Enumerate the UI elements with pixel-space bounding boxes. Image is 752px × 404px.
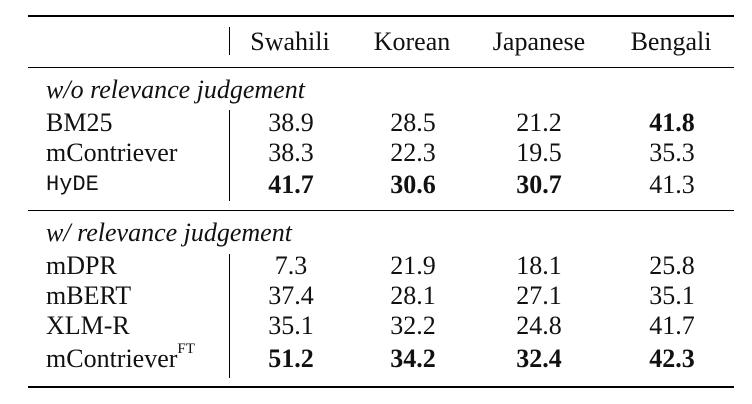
column-header-swahili: Swahili (250, 27, 330, 56)
value-mbert-korean: 28.1 (390, 281, 436, 310)
row-label-mcontriever: mContriever (46, 138, 178, 167)
value-mcontriever-swahili: 38.3 (268, 138, 314, 167)
value-bm25-japanese: 21.2 (516, 108, 562, 137)
row-label-mcontriever-ft: mContrieverFT (46, 341, 195, 374)
value-bm25-korean: 28.5 (390, 108, 436, 137)
value-mcontriever-korean: 22.3 (390, 138, 436, 167)
value-mdpr-japanese: 18.1 (516, 251, 562, 280)
value-mcontriever-japanese: 19.5 (516, 138, 562, 167)
row-label-mcontriever-ft-superscript: FT (177, 341, 195, 358)
value-hyde-japanese: 30.7 (516, 170, 562, 199)
header-rule (28, 67, 734, 68)
value-bm25-bengali: 41.8 (649, 108, 695, 137)
value-mcontriever-ft-swahili: 51.2 (268, 344, 314, 373)
row-label-mcontriever-ft-base: mContriever (46, 344, 178, 373)
row-label-bm25: BM25 (46, 108, 113, 137)
row-label-hyde: HyDE (46, 172, 99, 197)
value-hyde-korean: 30.6 (390, 170, 436, 199)
bottom-rule (28, 386, 734, 388)
value-mbert-bengali: 35.1 (649, 281, 695, 310)
section2-vertical-rule (229, 254, 230, 378)
value-xlm-r-japanese: 24.8 (516, 311, 562, 340)
value-xlm-r-bengali: 41.7 (649, 311, 695, 340)
section-title-without-relevance: w/o relevance judgement (46, 75, 305, 104)
value-hyde-bengali: 41.3 (649, 170, 695, 199)
header-vertical-rule (229, 27, 230, 55)
value-xlm-r-korean: 32.2 (390, 311, 436, 340)
value-mcontriever-bengali: 35.3 (649, 138, 695, 167)
value-mbert-japanese: 27.1 (516, 281, 562, 310)
value-bm25-swahili: 38.9 (268, 108, 314, 137)
value-mcontriever-ft-japanese: 32.4 (516, 344, 562, 373)
value-hyde-swahili: 41.7 (268, 170, 314, 199)
value-mdpr-swahili: 7.3 (274, 251, 308, 280)
row-label-xlm-r: XLM-R (46, 311, 130, 340)
top-rule (28, 15, 734, 17)
value-xlm-r-swahili: 35.1 (268, 311, 314, 340)
section-rule (28, 210, 734, 211)
column-header-japanese: Japanese (492, 27, 586, 56)
value-mbert-swahili: 37.4 (268, 281, 314, 310)
section1-vertical-rule (229, 110, 230, 201)
section-title-with-relevance: w/ relevance judgement (46, 218, 292, 247)
row-label-mbert: mBERT (46, 281, 132, 310)
value-mdpr-bengali: 25.8 (649, 251, 695, 280)
value-mcontriever-ft-bengali: 42.3 (649, 344, 695, 373)
value-mcontriever-ft-korean: 34.2 (390, 344, 436, 373)
value-mdpr-korean: 21.9 (390, 251, 436, 280)
row-label-mdpr: mDPR (46, 251, 117, 280)
column-header-korean: Korean (373, 27, 451, 56)
column-header-bengali: Bengali (630, 27, 712, 56)
